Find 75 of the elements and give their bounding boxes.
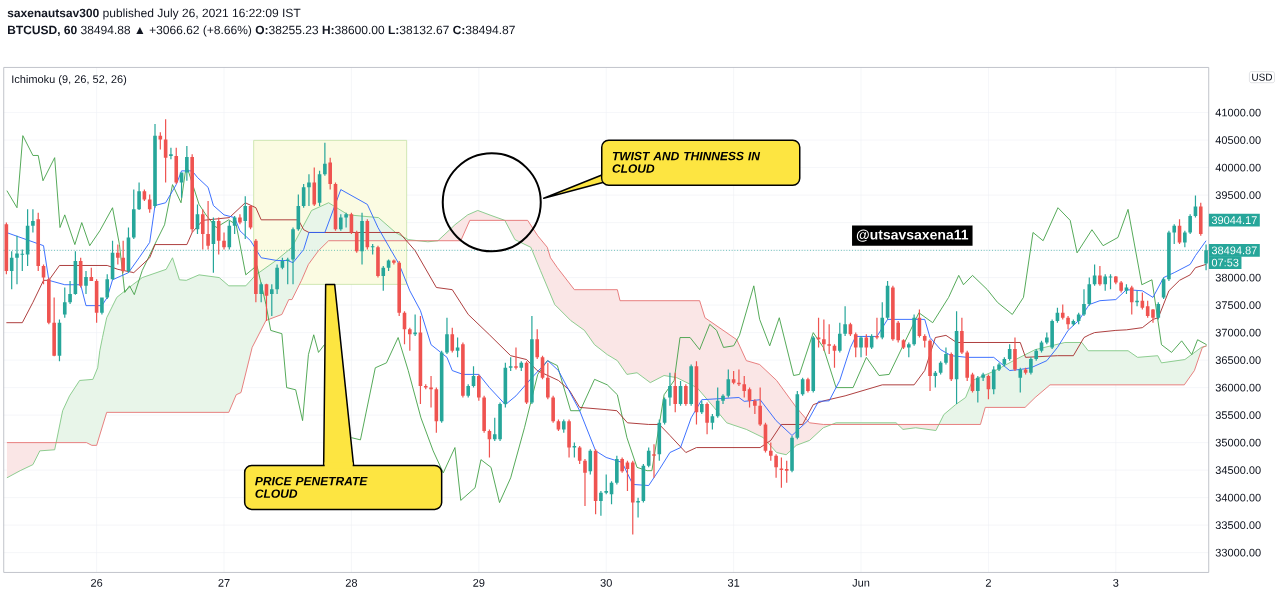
candlestick xyxy=(721,394,725,405)
candlestick xyxy=(445,317,449,355)
candlestick xyxy=(1066,316,1070,330)
annotation: TWIST AND THINNESS IN CLOUD xyxy=(612,151,761,173)
text: 07:53 xyxy=(1211,258,1239,267)
candlestick xyxy=(859,335,863,358)
candlestick xyxy=(705,402,709,435)
annotation: @utsavsaxena11 xyxy=(856,229,969,242)
ref-line-label: 38494.87 xyxy=(1211,246,1257,255)
annotation: PRICE PENETRATE CLOUD xyxy=(255,476,368,498)
candlestick xyxy=(583,459,587,506)
candlestick xyxy=(514,347,518,370)
candlestick xyxy=(84,270,88,295)
candlestick xyxy=(997,362,1001,372)
x-tick-label: 30 xyxy=(600,578,612,587)
y-tick-label: 34000.00 xyxy=(1215,493,1261,502)
x-tick-label: 28 xyxy=(345,578,358,587)
candlestick xyxy=(599,491,603,516)
text: BTCUSD, 60 38494.88 ▲ +3066.62 (+8.66%) O:38255.23 H:38600.00 L:38132.67 C:38494.87 xyxy=(8,25,515,37)
candlestick xyxy=(1151,308,1155,323)
candlestick xyxy=(169,147,173,160)
y-tick-label: 35000.00 xyxy=(1215,438,1261,447)
text: USD xyxy=(1252,73,1273,81)
candlestick xyxy=(206,201,210,250)
candlestick xyxy=(68,280,72,304)
x-tick-label: 3 xyxy=(1113,578,1119,587)
candlestick xyxy=(737,369,741,386)
candlestick xyxy=(307,174,311,207)
candlestick xyxy=(944,347,948,365)
y-tick-label: 36000.00 xyxy=(1215,383,1261,392)
candlestick xyxy=(806,377,810,393)
candlestick xyxy=(668,372,672,406)
y-tick-label: 39500.00 xyxy=(1215,191,1261,199)
candlestick xyxy=(636,497,640,518)
x-tick-label: 27 xyxy=(218,578,230,587)
y-tick-label: 38000.00 xyxy=(1215,273,1261,282)
x-tick-label: 26 xyxy=(91,578,103,587)
candlestick xyxy=(31,209,35,233)
y-tick-label: 40500.00 xyxy=(1215,136,1261,144)
candlestick xyxy=(875,317,879,340)
y-tick-label: 40000.00 xyxy=(1215,163,1261,172)
y-tick-label: 41000.00 xyxy=(1215,108,1261,117)
chart-title: saxenautsav300 published July 26, 2021 16:22:09 IST xyxy=(7,8,301,20)
candlestick xyxy=(652,444,656,478)
candlestick xyxy=(567,419,571,458)
candlestick xyxy=(1082,289,1086,317)
candlestick xyxy=(423,384,428,390)
y-tick-label: 33000.00 xyxy=(1215,548,1261,557)
candlestick xyxy=(238,214,242,225)
candlestick xyxy=(344,212,348,228)
candlestick xyxy=(429,376,433,408)
y-tick-label: 36500.00 xyxy=(1215,356,1261,364)
candlestick xyxy=(222,232,226,250)
y-tick-label: 34500.00 xyxy=(1215,466,1261,475)
y-tick-label: 37500.00 xyxy=(1215,301,1261,309)
y-tick-label: 35500.00 xyxy=(1215,411,1261,420)
candlestick xyxy=(1114,275,1118,285)
annotation: Ichimoku (9, 26, 52, 26) xyxy=(12,74,127,86)
x-tick-label: 31 xyxy=(727,578,740,587)
candlestick xyxy=(1013,337,1017,372)
candlestick xyxy=(981,372,985,381)
x-tick-label: 29 xyxy=(473,578,485,587)
y-tick-label: 33500.00 xyxy=(1215,521,1261,530)
x-tick-label: 2 xyxy=(985,578,991,587)
candlestick xyxy=(291,227,295,285)
candlestick xyxy=(928,339,932,391)
candlestick xyxy=(530,316,534,405)
candlestick xyxy=(137,182,141,210)
annotation: 39044.17 xyxy=(1211,216,1257,225)
candlestick xyxy=(774,454,778,478)
y-tick-label: 37000.00 xyxy=(1215,328,1261,337)
candlestick xyxy=(360,212,364,265)
candlestick xyxy=(1135,290,1139,307)
candlestick xyxy=(1098,266,1102,286)
x-tick-label: Jun xyxy=(852,578,870,587)
